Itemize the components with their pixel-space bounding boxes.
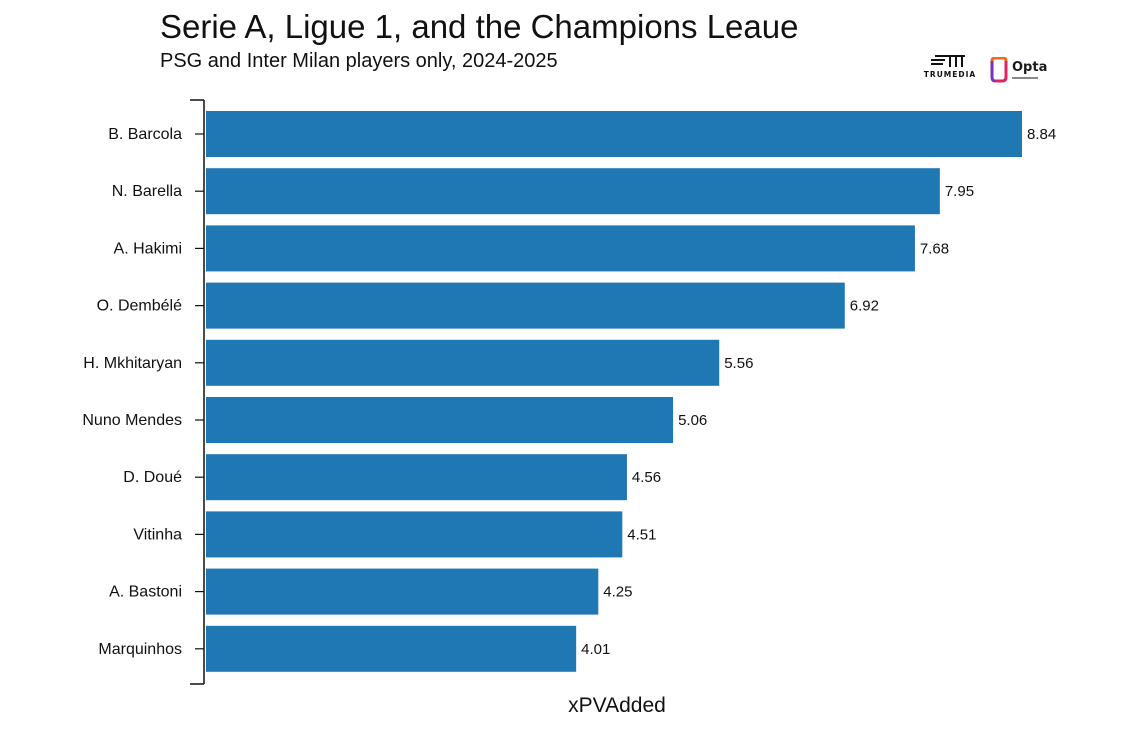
bar bbox=[206, 397, 674, 443]
bar-value-label: 4.56 bbox=[632, 469, 661, 486]
bar-value-label: 4.25 bbox=[603, 584, 632, 601]
trumedia-wordmark: TRUMEDIA bbox=[923, 70, 977, 79]
opta-tagline bbox=[1012, 77, 1038, 79]
bar bbox=[206, 111, 1022, 157]
y-tick-label: D. Doué bbox=[123, 469, 182, 486]
y-tick-label: Marquinhos bbox=[98, 641, 182, 658]
bar-value-label: 5.06 bbox=[678, 412, 707, 429]
bar-value-label: 7.68 bbox=[920, 240, 949, 257]
bar bbox=[206, 339, 720, 386]
chart-subtitle: PSG and Inter Milan players only, 2024-2… bbox=[160, 50, 558, 72]
bar bbox=[206, 282, 845, 329]
opta-logo: Opta bbox=[988, 57, 1047, 85]
x-axis-label: xPVAdded bbox=[568, 694, 666, 717]
bars bbox=[206, 111, 1022, 672]
bar bbox=[206, 625, 577, 672]
trumedia-mark-icon bbox=[931, 55, 965, 67]
bar bbox=[206, 225, 915, 272]
bar-value-label: 7.95 bbox=[945, 183, 974, 200]
bar bbox=[206, 568, 599, 615]
bar bbox=[206, 168, 940, 215]
opta-mark-icon bbox=[990, 57, 1008, 83]
y-axis: B. Barcola N. Barella A. Hakimi O. Dembélé H… bbox=[82, 99, 205, 685]
trumedia-logo: TRUMEDIA bbox=[921, 54, 979, 84]
y-tick-label: O. Dembélé bbox=[97, 298, 182, 315]
chart-title: Serie A, Ligue 1, and the Champions Leau… bbox=[160, 8, 799, 45]
y-tick-label: N. Barella bbox=[112, 183, 182, 200]
y-tick-label: H. Mkhitaryan bbox=[83, 355, 182, 372]
bar bbox=[206, 454, 627, 501]
y-tick-label: Nuno Mendes bbox=[82, 412, 182, 429]
bar-value-label: 5.56 bbox=[724, 355, 753, 372]
bar bbox=[206, 511, 623, 558]
data-labels: 8.84 7.95 7.68 6.92 5.56 5.06 4.56 4.51 4.25 4.01 bbox=[581, 126, 1056, 658]
y-tick-label: A. Hakimi bbox=[114, 240, 182, 257]
y-tick-label: Vitinha bbox=[133, 526, 182, 543]
y-tick-label: A. Bastoni bbox=[109, 584, 182, 601]
opta-wordmark: Opta bbox=[1012, 60, 1048, 75]
bar-value-label: 4.51 bbox=[627, 526, 656, 543]
bar-value-label: 8.84 bbox=[1027, 126, 1056, 143]
y-tick-label: B. Barcola bbox=[108, 126, 182, 143]
bar-value-label: 4.01 bbox=[581, 641, 610, 658]
bar-value-label: 6.92 bbox=[850, 298, 879, 315]
